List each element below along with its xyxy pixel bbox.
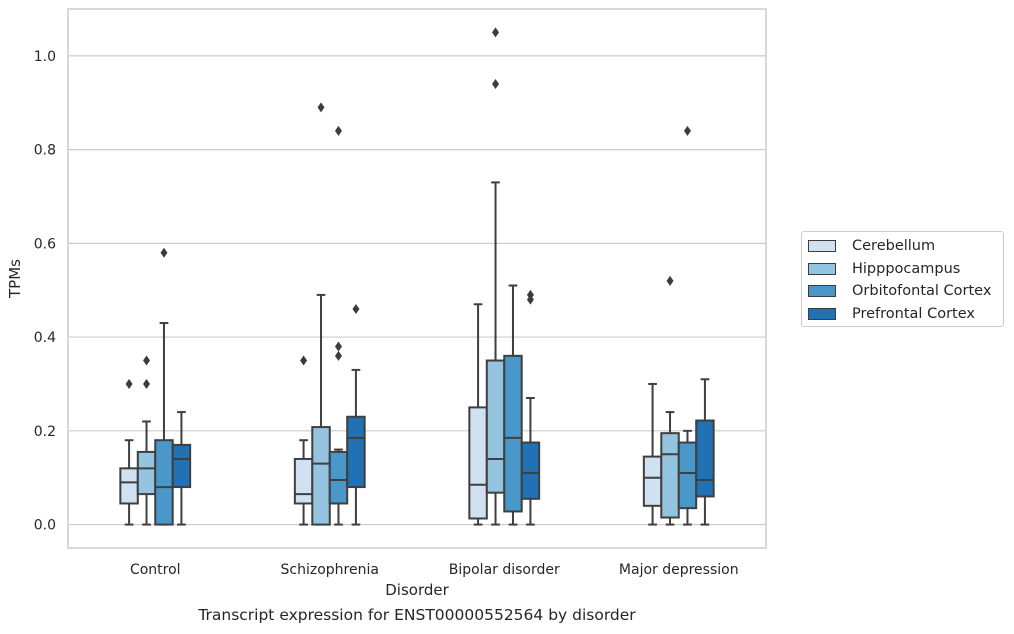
box-cerebellum xyxy=(119,378,139,526)
x-tick-label: Control xyxy=(130,562,181,578)
box-body xyxy=(520,441,541,500)
outlier-point xyxy=(160,247,168,258)
box-body xyxy=(695,419,715,498)
box-body xyxy=(311,426,331,526)
y-tick-label: 0.4 xyxy=(34,330,56,346)
box-prefrontal-cortex xyxy=(346,303,366,526)
y-tick-label: 0.6 xyxy=(34,236,56,252)
x-tick-label: Schizophrenia xyxy=(281,562,379,578)
box-body xyxy=(485,359,506,494)
legend-swatch xyxy=(808,285,836,297)
y-tick-label: 0.0 xyxy=(34,518,56,534)
legend-item: Cerebellum xyxy=(808,236,935,256)
legend-label: Prefrontal Cortex xyxy=(852,305,975,322)
y-axis-label: TPMs xyxy=(6,259,24,299)
box-hipppocampus xyxy=(136,355,157,526)
y-tick-label: 0.8 xyxy=(34,143,56,159)
x-axis-label: Disorder xyxy=(385,581,449,599)
outlier-point xyxy=(492,78,500,89)
box-body xyxy=(171,443,192,489)
outlier-point xyxy=(666,275,674,286)
legend-item: Orbitofontal Cortex xyxy=(808,281,991,301)
outlier-point xyxy=(526,289,534,300)
box-prefrontal-cortex xyxy=(171,411,192,526)
legend-label: Hipppocampus xyxy=(852,260,961,277)
box-cerebellum xyxy=(642,382,663,526)
box-body xyxy=(328,450,349,505)
outlier-point xyxy=(143,378,151,389)
outlier-point xyxy=(352,303,360,314)
y-tick-label: 1.0 xyxy=(34,49,56,65)
y-tick-labels: 0.0 0.2 0.4 0.6 0.8 1.0 xyxy=(34,49,56,534)
outlier-point xyxy=(125,378,133,389)
box-orbitofontal-cortex xyxy=(328,125,349,526)
x-tick-labels: Control Schizophrenia Bipolar disorder Majo… xyxy=(130,562,739,578)
legend-swatch xyxy=(808,307,836,320)
box-groups xyxy=(119,27,715,526)
x-tick-label: Major depression xyxy=(619,562,739,578)
legend-label: Orbitofontal Cortex xyxy=(852,283,992,299)
box-orbitofontal-cortex xyxy=(677,125,698,526)
box-prefrontal-cortex xyxy=(695,378,715,526)
legend: Cerebellum Hipppocampus Orbitofontal Corte… xyxy=(801,231,1004,327)
outlier-point xyxy=(143,355,151,366)
box-orbitofontal-cortex xyxy=(503,284,523,526)
legend-swatch xyxy=(808,240,836,252)
outlier-point xyxy=(300,355,308,366)
box-hipppocampus xyxy=(311,102,331,526)
box-body xyxy=(293,457,314,505)
box-hipppocampus xyxy=(485,27,506,526)
box-body xyxy=(677,441,698,510)
box-body xyxy=(136,450,157,496)
outlier-point xyxy=(683,125,691,136)
outlier-point xyxy=(334,341,342,352)
legend-item: Prefrontal Cortex xyxy=(808,304,975,324)
legend-swatch xyxy=(808,262,836,275)
box-body xyxy=(154,439,174,526)
plot-area-frame xyxy=(67,8,767,549)
box-body xyxy=(642,455,663,507)
legend-item: Hipppocampus xyxy=(808,259,960,279)
box-orbitofontal-cortex xyxy=(154,247,174,526)
outlier-point xyxy=(334,350,342,361)
box-body xyxy=(660,432,680,519)
outlier-point xyxy=(317,102,325,113)
outlier-point xyxy=(492,27,500,38)
box-body xyxy=(119,467,139,505)
box-prefrontal-cortex xyxy=(520,289,541,526)
x-tick-label: Bipolar disorder xyxy=(449,562,560,578)
box-body xyxy=(346,415,366,489)
chart-caption: Transcript expression for ENST0000055256… xyxy=(198,606,636,624)
box-cerebellum xyxy=(293,355,314,526)
box-body xyxy=(503,354,523,513)
outlier-point xyxy=(334,125,342,136)
y-tick-label: 0.2 xyxy=(34,424,56,440)
box-body xyxy=(468,406,488,520)
box-hipppocampus xyxy=(660,275,680,526)
legend-label: Cerebellum xyxy=(852,238,936,254)
